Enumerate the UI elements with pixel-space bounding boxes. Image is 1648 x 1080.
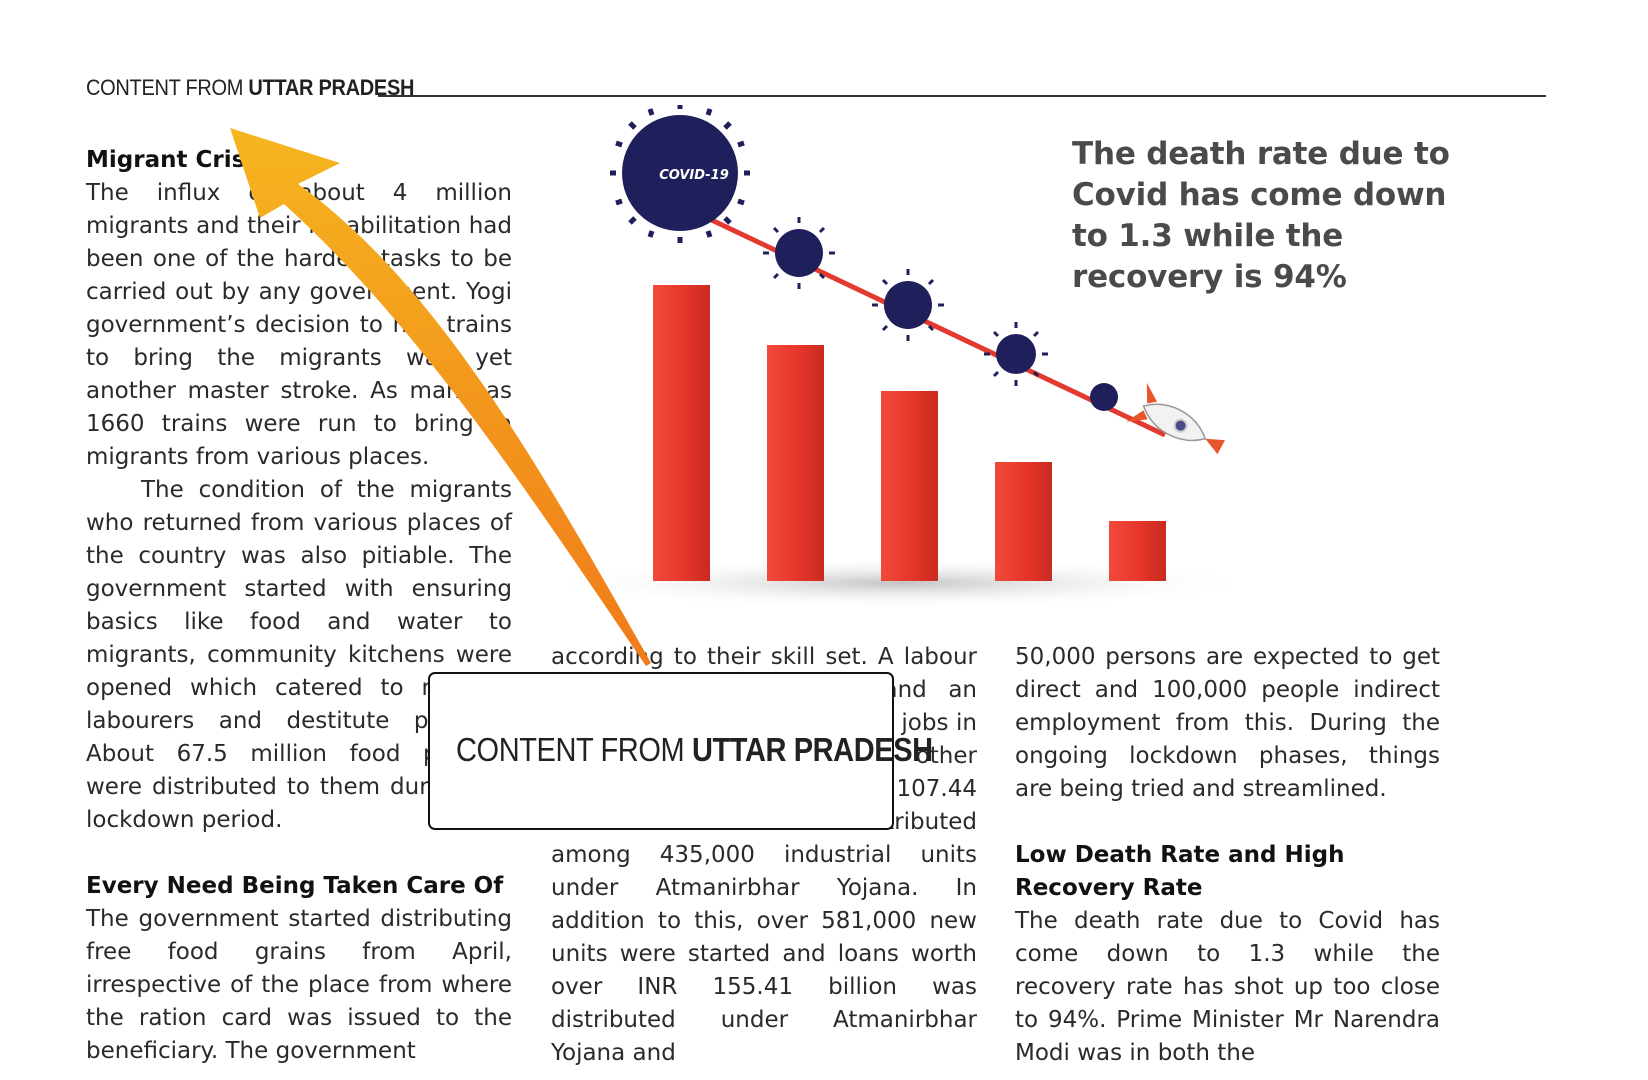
bars	[653, 285, 1166, 581]
heading-migrant-crisis: Migrant Crisis	[86, 147, 267, 173]
article-column-1: Migrant Crisis The influx of about 4 mil…	[86, 144, 512, 1068]
paragraph: The influx of about 4 million migrants a…	[86, 180, 512, 470]
section-label-prefix: CONTENT FROM	[86, 76, 244, 101]
popup-label-region: UTTAR PRADESH	[691, 732, 933, 769]
paragraph: 50,000 persons are expected to get direc…	[1015, 644, 1440, 802]
paragraph: The death rate due to Covid has come dow…	[1015, 908, 1440, 1066]
article-column-3: 50,000 persons are expected to get direc…	[1015, 641, 1440, 1070]
bar	[767, 345, 824, 581]
heading-every-need: Every Need Being Taken Care Of	[86, 873, 504, 899]
rocket-icon	[1126, 382, 1225, 455]
section-label: CONTENT FROM UTTAR PRADESH	[86, 76, 414, 102]
bar	[1109, 521, 1166, 581]
covid-virus-icon: COVID-19	[610, 105, 750, 243]
paragraph: The government started distributing free…	[86, 906, 512, 1064]
virus-icon	[775, 229, 1118, 411]
heading-low-death-rate: Low Death Rate and High Recovery Rate	[1015, 842, 1345, 901]
bar	[995, 462, 1052, 581]
bar	[881, 391, 938, 581]
popup-label: CONTENT FROM UTTAR PRADESH	[456, 732, 933, 770]
popup-label-prefix: CONTENT FROM	[456, 732, 685, 769]
virus-spikes	[763, 217, 1048, 386]
floor-shadow	[540, 557, 1260, 609]
header-divider	[378, 95, 1546, 97]
infographic-headline: The death rate due to Covid has come dow…	[1072, 136, 1450, 295]
bar	[653, 285, 710, 581]
virus-label: COVID-19	[659, 168, 729, 183]
covid-death-rate-infographic: COVID-19	[540, 105, 1260, 609]
zoomed-label-popup: CONTENT FROM UTTAR PRADESH	[428, 672, 933, 830]
